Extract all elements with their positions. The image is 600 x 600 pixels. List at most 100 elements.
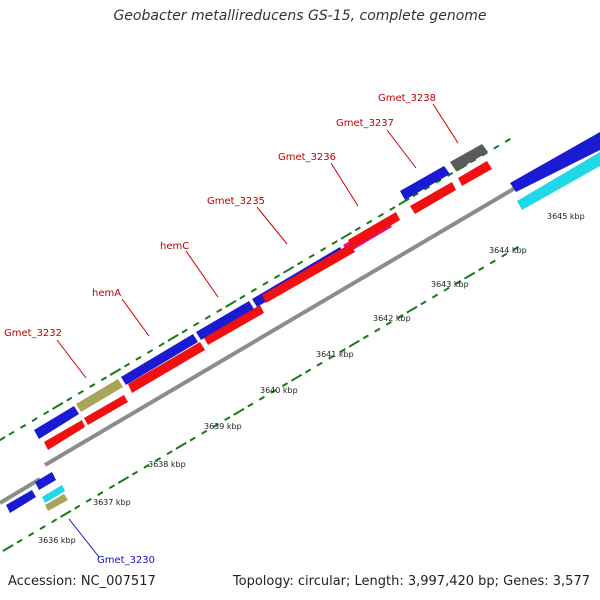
tick-mark — [154, 457, 162, 462]
tick-mark — [51, 518, 58, 524]
tick-mark — [501, 252, 508, 258]
gene-feature[interactable] — [44, 420, 85, 450]
tick-mark — [143, 463, 150, 469]
tick-mark — [493, 144, 500, 150]
gene-feature-gmet3232[interactable] — [76, 379, 123, 412]
tick-mark — [340, 231, 352, 240]
callout-gmet3237 — [386, 129, 417, 169]
tick-mark — [43, 410, 50, 416]
tick-mark — [212, 423, 219, 428]
tick-mark — [8, 430, 15, 436]
tick-mark — [354, 226, 361, 232]
tick-mark — [397, 314, 404, 319]
gene-feature-gmet3238[interactable] — [450, 144, 488, 171]
gene-feature[interactable] — [517, 152, 600, 210]
tick-mark — [166, 450, 173, 456]
tick-mark — [216, 308, 223, 313]
backbone-lower — [0, 477, 42, 505]
tick-mark — [431, 293, 439, 299]
forward-features — [34, 132, 600, 439]
scale-label: 3641 kbp — [316, 350, 354, 359]
tick-mark — [316, 361, 323, 367]
tick-mark — [412, 192, 419, 198]
tick-mark — [463, 271, 476, 280]
tick-mark — [20, 424, 27, 429]
gene-feature-gmet3230[interactable] — [42, 485, 65, 503]
tick-mark — [146, 349, 154, 354]
gene-feature-hema[interactable] — [121, 334, 198, 385]
tick-mark — [273, 274, 281, 279]
gene-feature[interactable] — [34, 406, 79, 439]
scale-labels: 3636 kbp 3637 kbp 3638 kbp 3639 kbp 3640… — [38, 212, 585, 545]
tick-mark — [446, 172, 454, 177]
tick-mark — [193, 321, 200, 327]
tick-mark — [59, 510, 72, 518]
label-gmet3237: Gmet_3237 — [336, 118, 394, 129]
backbone-lines — [0, 136, 600, 505]
scale-label: 3644 kbp — [489, 246, 527, 255]
tick-mark — [512, 246, 519, 251]
gene-feature[interactable] — [458, 161, 492, 186]
lower-features — [6, 472, 68, 513]
tick-mark — [504, 138, 511, 143]
scale-label: 3636 kbp — [38, 536, 76, 545]
tick-mark — [296, 260, 304, 266]
gene-feature[interactable] — [510, 132, 600, 192]
tick-mark — [189, 436, 196, 442]
gene-feature[interactable] — [262, 244, 355, 303]
tick-mark — [308, 253, 315, 259]
tick-mark — [85, 497, 92, 503]
tick-mark — [100, 376, 107, 382]
tick-mark — [66, 396, 73, 402]
tick-mark — [204, 315, 211, 320]
tick-mark — [233, 407, 245, 416]
tick-mark — [123, 362, 131, 368]
gene-feature[interactable] — [348, 212, 400, 248]
tick-mark — [478, 266, 485, 272]
tick-mark — [201, 429, 208, 435]
label-gmet3230: Gmet_3230 — [97, 555, 155, 566]
label-hemc: hemC — [160, 241, 189, 252]
tick-mark — [304, 368, 312, 374]
label-gmet3236: Gmet_3236 — [278, 152, 336, 163]
tick-mark — [290, 373, 303, 382]
tick-mark — [51, 402, 64, 410]
callout-hemc — [185, 250, 219, 298]
tick-mark — [454, 280, 462, 285]
tick-mark — [28, 532, 35, 537]
tick-mark — [328, 354, 335, 360]
gene-feature[interactable] — [128, 342, 205, 393]
tick-mark — [489, 259, 496, 265]
callout-lines — [56, 103, 459, 379]
gene-feature-gmet3237[interactable] — [400, 166, 450, 200]
label-gmet3238: Gmet_3238 — [378, 93, 436, 104]
label-hema: hemA — [92, 288, 121, 299]
gene-feature[interactable] — [45, 494, 68, 511]
tick-mark — [117, 476, 130, 484]
gene-feature[interactable] — [84, 395, 128, 425]
tick-mark — [250, 287, 257, 293]
tick-mark — [158, 342, 165, 348]
tick-mark — [420, 300, 427, 306]
tick-mark — [108, 484, 115, 490]
gene-feature[interactable] — [410, 182, 456, 214]
scale-label: 3642 kbp — [373, 314, 411, 323]
tick-mark — [366, 219, 373, 225]
tick-mark — [39, 525, 46, 530]
tick-mark — [258, 395, 265, 401]
gene-feature[interactable] — [35, 472, 56, 490]
callout-gmet3236 — [330, 162, 359, 207]
tick-mark — [175, 441, 187, 450]
tick-mark — [0, 436, 6, 442]
callout-gmet3232 — [56, 339, 87, 379]
tick-mark — [281, 382, 289, 387]
scale-label: 3637 kbp — [93, 498, 131, 507]
gene-feature[interactable] — [6, 490, 36, 513]
gene-feature-hemc[interactable] — [196, 301, 254, 340]
tick-mark — [270, 389, 277, 394]
gene-feature[interactable] — [204, 305, 264, 345]
tick-mark — [16, 538, 23, 544]
callout-gmet3230 — [68, 518, 100, 558]
backbone-upper — [43, 136, 600, 467]
